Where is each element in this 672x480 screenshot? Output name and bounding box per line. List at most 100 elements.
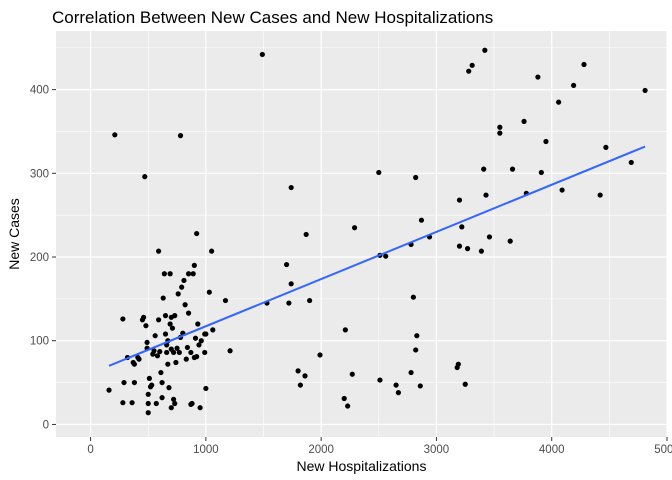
- data-point: [559, 187, 565, 193]
- data-point: [164, 349, 170, 356]
- data-point: [203, 331, 209, 337]
- data-point: [174, 345, 180, 351]
- data-point: [184, 344, 191, 351]
- x-tick-label: 2000: [308, 444, 334, 456]
- data-point: [198, 338, 204, 344]
- data-point: [162, 331, 169, 337]
- data-point: [149, 382, 155, 388]
- y-axis-title: New Cases: [6, 198, 22, 270]
- data-point: [410, 294, 416, 300]
- data-point: [377, 377, 383, 383]
- data-point: [165, 361, 171, 367]
- data-point: [161, 271, 167, 277]
- data-point: [413, 174, 419, 181]
- data-point: [302, 373, 308, 379]
- data-point: [307, 297, 313, 304]
- data-point: [176, 349, 182, 356]
- data-point: [556, 99, 562, 105]
- data-point: [167, 271, 173, 277]
- data-point: [581, 61, 587, 68]
- data-point: [166, 385, 172, 391]
- data-point: [303, 231, 309, 238]
- data-point: [455, 361, 461, 367]
- data-point: [466, 68, 472, 74]
- y-tick-label: 200: [30, 252, 49, 264]
- data-point: [143, 323, 149, 329]
- data-point: [295, 368, 301, 374]
- data-point: [571, 82, 577, 89]
- data-point: [297, 382, 303, 388]
- data-point: [153, 400, 159, 407]
- data-point: [283, 261, 290, 268]
- data-point: [483, 192, 489, 198]
- data-point: [227, 348, 233, 354]
- data-point: [288, 281, 294, 287]
- data-point: [195, 321, 201, 327]
- data-point: [191, 262, 197, 268]
- data-point: [146, 375, 152, 382]
- data-point: [189, 400, 195, 407]
- data-point: [162, 313, 169, 319]
- x-tick-label: 3000: [424, 444, 450, 456]
- data-point: [172, 313, 178, 319]
- y-axis: 0 100 200 300 400: [30, 85, 56, 431]
- data-point: [535, 74, 541, 80]
- data-point: [259, 51, 265, 58]
- data-point: [414, 333, 420, 339]
- data-point: [456, 243, 463, 249]
- data-point: [497, 124, 503, 130]
- y-tick-label: 300: [30, 168, 49, 180]
- data-point: [456, 197, 463, 203]
- minor-gridlines: [56, 31, 667, 437]
- data-point: [459, 224, 465, 230]
- data-point: [188, 349, 194, 356]
- data-point: [185, 310, 192, 316]
- data-point: [182, 302, 188, 308]
- data-point: [197, 405, 203, 411]
- x-axis-title: New Hospitalizations: [297, 458, 427, 474]
- data-point: [172, 400, 178, 407]
- x-tick-label: 1000: [193, 444, 219, 456]
- data-point: [152, 333, 158, 339]
- data-point: [120, 400, 126, 406]
- data-points: [106, 47, 648, 416]
- data-point: [154, 353, 161, 359]
- data-point: [288, 184, 294, 191]
- data-point: [144, 339, 150, 346]
- chart-title: Correlation Between New Cases and New Ho…: [52, 8, 493, 27]
- data-point: [507, 238, 513, 244]
- data-point: [157, 349, 163, 355]
- data-point: [196, 342, 202, 348]
- data-point: [210, 327, 216, 333]
- data-point: [159, 395, 165, 401]
- data-point: [395, 390, 401, 396]
- data-point: [345, 403, 351, 409]
- data-point: [168, 405, 174, 411]
- data-point: [112, 132, 118, 138]
- data-point: [160, 295, 166, 301]
- data-point: [141, 314, 147, 320]
- data-point: [192, 335, 199, 341]
- data-point: [342, 327, 348, 333]
- data-point: [156, 317, 162, 323]
- data-point: [202, 349, 208, 356]
- data-point: [167, 321, 173, 327]
- data-point: [521, 118, 527, 125]
- x-tick-label: 4000: [539, 444, 565, 456]
- data-point: [222, 297, 229, 304]
- data-point: [181, 277, 187, 284]
- data-point: [341, 395, 347, 402]
- data-point: [145, 410, 151, 416]
- data-point: [173, 359, 179, 366]
- data-point: [418, 217, 425, 223]
- data-point: [142, 174, 148, 180]
- data-point: [151, 348, 157, 354]
- data-point: [158, 369, 164, 376]
- data-point: [129, 400, 135, 406]
- data-point: [156, 248, 162, 254]
- data-point: [597, 192, 603, 198]
- y-tick-label: 0: [43, 419, 49, 431]
- data-point: [136, 356, 142, 362]
